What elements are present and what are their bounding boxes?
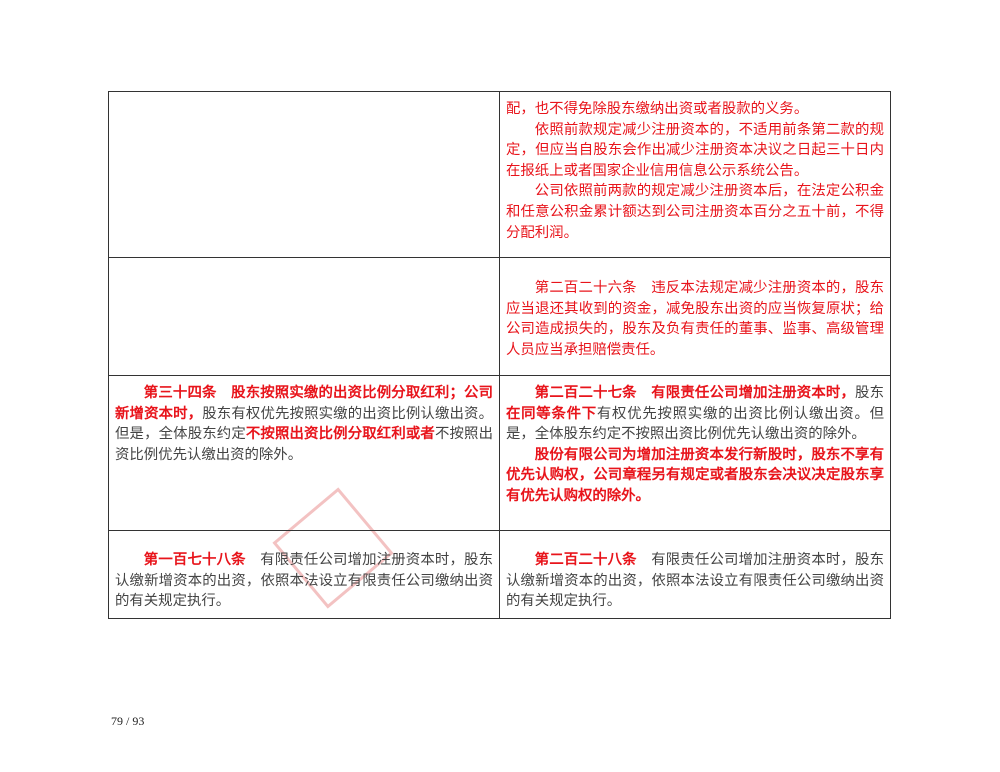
text-segment: 有限责任公司增加注册资本时，股东认缴新增资本的出资，依照本法设立有限责任公司缴纳… xyxy=(115,552,493,610)
highlighted-text: 第一百七十八条 xyxy=(143,552,246,568)
cell: 第一百七十八条 有限责任公司增加注册资本时，股东认缴新增资本的出资，依照本法设立… xyxy=(108,530,500,619)
highlighted-text: 第二百二十八条 xyxy=(534,552,637,568)
paragraph: 公司依照前两款的规定减少注册资本后，在法定公积金和任意公积金累计额达到公司注册资… xyxy=(506,181,884,243)
highlighted-text: 依照前款规定减少注册资本的，不适用前条第二款的规定，但应当自股东会作出减少注册资… xyxy=(506,121,884,179)
highlighted-text: 第三十四条 股东按照实缴的出资比例分取红利；公司新增资本时， xyxy=(115,385,493,422)
paragraph: 第三十四条 股东按照实缴的出资比例分取红利；公司新增资本时，股东有权优先按照实缴… xyxy=(115,383,493,465)
paragraph: 配，也不得免除股东缴纳出资或者股款的义务。 xyxy=(506,99,884,120)
paragraph: 第二百二十六条 违反本法规定减少注册资本的，股东应当退还其收到的资金，减免股东出… xyxy=(506,278,884,360)
paragraph: 第二百二十八条 有限责任公司增加注册资本时，股东认缴新增资本的出资，依照本法设立… xyxy=(506,550,884,612)
paragraph: 第二百二十七条 有限责任公司增加注册资本时，股东在同等条件下有权优先按照实缴的出… xyxy=(506,383,884,445)
highlighted-text: 第二百二十六条 违反本法规定减少注册资本的，股东应当退还其收到的资金，减免股东出… xyxy=(506,280,884,358)
text-segment: 有限责任公司增加注册资本时，股东认缴新增资本的出资，依照本法设立有限责任公司缴纳… xyxy=(506,552,884,610)
cell: 第二百二十八条 有限责任公司增加注册资本时，股东认缴新增资本的出资，依照本法设立… xyxy=(499,530,891,619)
text-segment: 股东 xyxy=(855,385,884,401)
table-row: 第三十四条 股东按照实缴的出资比例分取红利；公司新增资本时，股东有权优先按照实缴… xyxy=(108,375,891,531)
highlighted-text: 股份有限公司为增加注册资本发行新股时，股东不享有优先认购权，公司章程另有规定或者… xyxy=(506,446,884,504)
paragraph: 依照前款规定减少注册资本的，不适用前条第二款的规定，但应当自股东会作出减少注册资… xyxy=(506,120,884,182)
paragraph: 股份有限公司为增加注册资本发行新股时，股东不享有优先认购权，公司章程另有规定或者… xyxy=(506,445,884,507)
highlighted-text: 配，也不得免除股东缴纳出资或者股款的义务。 xyxy=(506,101,809,117)
comparison-table: 配，也不得免除股东缴纳出资或者股款的义务。依照前款规定减少注册资本的，不适用前条… xyxy=(108,91,891,619)
text-segment: 有权优先按照实缴的出资比例认缴出资。但是，全体股东约定不按照出资比例优先认缴出资… xyxy=(506,405,884,443)
cell: 配，也不得免除股东缴纳出资或者股款的义务。依照前款规定减少注册资本的，不适用前条… xyxy=(499,91,891,258)
cell xyxy=(108,91,500,258)
highlighted-text: 在同等条件下 xyxy=(506,405,597,422)
cell: 第三十四条 股东按照实缴的出资比例分取红利；公司新增资本时，股东有权优先按照实缴… xyxy=(108,375,500,531)
text-segment: 股东有权优先按照实缴的出资比例认缴出资。但是，全体股东约定 xyxy=(115,405,493,443)
text-segment: 不按照出资比例优先认缴出资的除外。 xyxy=(115,426,493,463)
cell xyxy=(108,257,500,376)
highlighted-text: 公司依照前两款的规定减少注册资本后，在法定公积金和任意公积金累计额达到公司注册资… xyxy=(506,183,884,241)
highlighted-text: 第二百二十七条 有限责任公司增加注册资本时， xyxy=(534,385,856,401)
page-number: 79 / 93 xyxy=(111,714,145,728)
table-row: 配，也不得免除股东缴纳出资或者股款的义务。依照前款规定减少注册资本的，不适用前条… xyxy=(108,91,891,258)
cell: 第二百二十七条 有限责任公司增加注册资本时，股东在同等条件下有权优先按照实缴的出… xyxy=(499,375,891,531)
highlighted-text: 不按照出资比例分取红利或者 xyxy=(245,426,435,443)
table-row: 第一百七十八条 有限责任公司增加注册资本时，股东认缴新增资本的出资，依照本法设立… xyxy=(108,530,891,619)
cell: 第二百二十六条 违反本法规定减少注册资本的，股东应当退还其收到的资金，减免股东出… xyxy=(499,257,891,376)
paragraph: 第一百七十八条 有限责任公司增加注册资本时，股东认缴新增资本的出资，依照本法设立… xyxy=(115,550,493,612)
table-row: 第二百二十六条 违反本法规定减少注册资本的，股东应当退还其收到的资金，减免股东出… xyxy=(108,257,891,376)
